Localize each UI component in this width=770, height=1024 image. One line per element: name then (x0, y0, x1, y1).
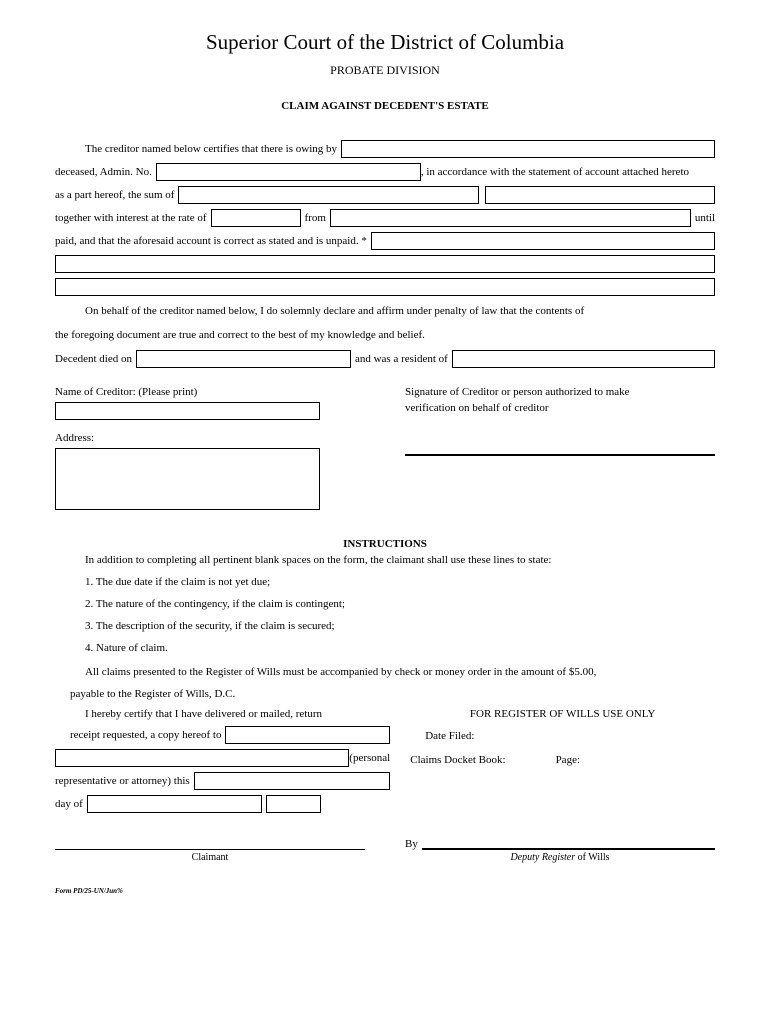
field-note-2[interactable] (55, 255, 715, 273)
instruction-2: 2. The nature of the contingency, if the… (85, 598, 715, 610)
text-resident: and was a resident of (355, 350, 448, 368)
field-sum-words[interactable] (178, 186, 479, 204)
text-owing: The creditor named below certifies that … (85, 140, 337, 158)
text-sum: as a part hereof, the sum of (55, 186, 174, 204)
text-affirm-1: On behalf of the creditor named below, I… (85, 302, 715, 320)
instructions-heading: INSTRUCTIONS (55, 538, 715, 550)
instructions-intro: In addition to completing all pertinent … (85, 552, 715, 568)
text-admin-no: deceased, Admin. No. (55, 163, 152, 181)
form-heading: CLAIM AGAINST DECEDENT'S ESTATE (55, 100, 715, 112)
text-from: from (305, 209, 326, 227)
field-death-date[interactable] (136, 350, 351, 368)
field-creditor-name[interactable] (55, 402, 320, 420)
field-admin-no[interactable] (156, 163, 421, 181)
field-residence[interactable] (452, 350, 715, 368)
text-accordance: , in accordance with the statement of ac… (421, 163, 689, 181)
field-signature[interactable] (405, 438, 715, 456)
text-affirm-2: the foregoing document are true and corr… (55, 326, 715, 344)
text-interest: together with interest at the rate of (55, 209, 207, 227)
text-unpaid: paid, and that the aforesaid account is … (55, 232, 367, 250)
label-claimant: Claimant (55, 849, 365, 863)
label-page: Page: (556, 754, 580, 766)
label-date-filed: Date Filed: (425, 730, 715, 742)
cert-line-4: representative or attorney) this (55, 772, 190, 790)
cert-line-2: receipt requested, a copy hereof to (70, 726, 221, 744)
field-recipient[interactable] (55, 749, 349, 767)
field-by-signature[interactable] (422, 836, 715, 850)
instructions-note-2: payable to the Register of Wills, D.C. (70, 688, 715, 700)
label-of-wills: of Wills (575, 852, 609, 863)
field-year[interactable] (266, 795, 321, 813)
instruction-3: 3. The description of the security, if t… (85, 620, 715, 632)
field-sum-amount[interactable] (485, 186, 715, 204)
field-debtor[interactable] (341, 140, 715, 158)
field-from-date[interactable] (330, 209, 691, 227)
label-signature-2: verification on behalf of creditor (405, 402, 715, 414)
field-note-1[interactable] (371, 232, 715, 250)
label-deputy: Deputy Register (510, 852, 575, 863)
label-by: By (405, 838, 418, 850)
cert-line-1: I hereby certify that I have delivered o… (85, 708, 390, 720)
label-signature-1: Signature of Creditor or person authoriz… (405, 386, 715, 398)
cert-line-5: day of (55, 795, 83, 813)
text-personal: (personal (349, 749, 390, 767)
field-copy-to[interactable] (225, 726, 390, 744)
instruction-4: 4. Nature of claim. (85, 642, 715, 654)
field-this-day[interactable] (194, 772, 391, 790)
court-title: Superior Court of the District of Columb… (55, 30, 715, 55)
label-creditor-name: Name of Creditor: (Please print) (55, 386, 365, 398)
field-note-3[interactable] (55, 278, 715, 296)
instruction-1: 1. The due date if the claim is not yet … (85, 576, 715, 588)
instructions-note-1: All claims presented to the Register of … (85, 664, 715, 680)
field-rate[interactable] (211, 209, 301, 227)
text-decedent-died: Decedent died on (55, 350, 132, 368)
field-address[interactable] (55, 448, 320, 510)
text-until: until (695, 209, 715, 227)
register-heading: FOR REGISTER OF WILLS USE ONLY (410, 708, 715, 720)
field-month[interactable] (87, 795, 262, 813)
label-docket: Claims Docket Book: (410, 754, 505, 766)
form-id: Form PD/25-UN/Jun% (55, 887, 715, 895)
division-subtitle: PROBATE DIVISION (55, 63, 715, 78)
label-address: Address: (55, 432, 365, 444)
